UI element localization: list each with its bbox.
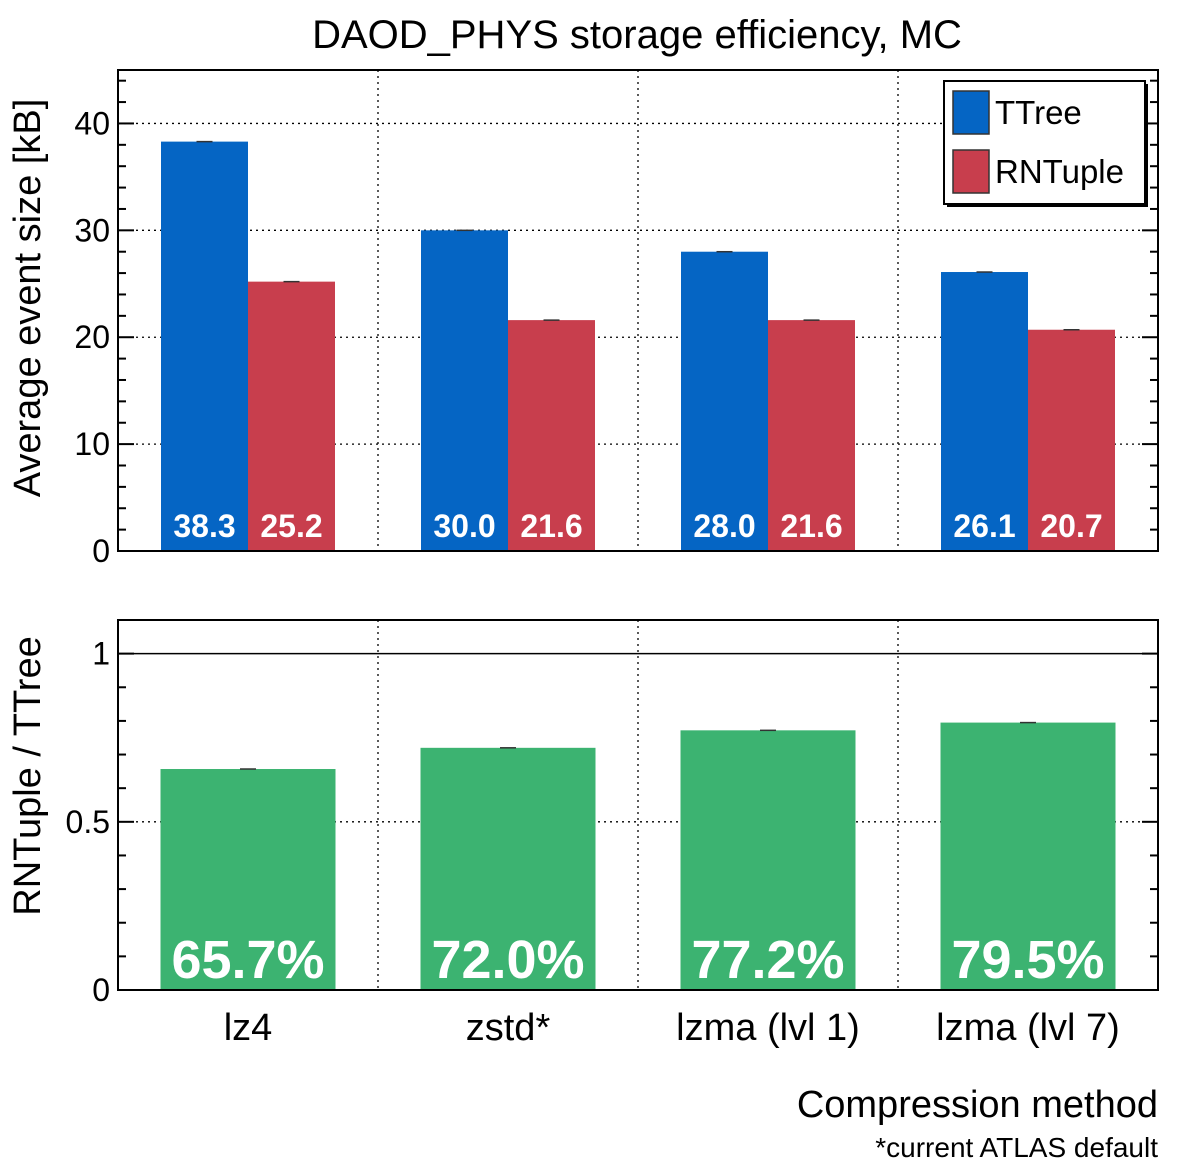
bar-ttree-value-label: 38.3 <box>173 508 235 544</box>
legend-swatch-rntuple <box>952 149 990 194</box>
y-axis-label-bottom: RNTuple / TTree <box>7 636 49 915</box>
bar-ratio <box>680 730 856 990</box>
bar-ttree <box>161 141 248 552</box>
chart-title: DAOD_PHYS storage efficiency, MC <box>312 13 962 57</box>
bar-rntuple-value-label: 21.6 <box>520 508 582 544</box>
bar-rntuple <box>1028 329 1115 551</box>
bar-rntuple <box>508 320 595 551</box>
bar-ttree-value-label: 30.0 <box>433 508 495 544</box>
x-axis-label: Compression method <box>797 1084 1158 1126</box>
y-tick-label: 20 <box>74 319 110 355</box>
bottom-panel: 65.7% 72.0% 77.2% 79.5% 0 0.5 1 lz4 zstd* lzma (l… <box>66 619 1159 1049</box>
y-tick-label: 30 <box>74 212 110 248</box>
bar-ratio-value-label: 72.0% <box>431 930 584 990</box>
bar-rntuple-value-label: 21.6 <box>780 508 842 544</box>
bar-ttree <box>421 230 508 552</box>
bar-ttree-value-label: 28.0 <box>693 508 755 544</box>
bar-ratio-value-label: 77.2% <box>691 930 844 990</box>
y-tick-label: 40 <box>74 105 110 141</box>
bar-ttree-value-label: 26.1 <box>953 508 1015 544</box>
bar-ratio-value-label: 79.5% <box>951 930 1104 990</box>
x-tick-label: lzma (lvl 1) <box>676 1007 860 1049</box>
x-tick-label: lz4 <box>224 1007 273 1049</box>
y-tick-label: 0 <box>92 533 110 569</box>
legend-label-ttree: TTree <box>995 94 1082 131</box>
bar-ratio-value-label: 65.7% <box>171 930 324 990</box>
y-tick-label: 0.5 <box>66 804 110 840</box>
bar-rntuple <box>248 281 335 551</box>
legend-swatch-ttree <box>952 90 990 135</box>
plot-frame-bottom <box>117 619 1159 991</box>
y-axis-label-top: Average event size [kB] <box>7 99 49 498</box>
bar-rntuple-value-label: 20.7 <box>1040 508 1102 544</box>
y-tick-label: 1 <box>92 636 110 672</box>
y-tick-label: 10 <box>74 426 110 462</box>
bar-rntuple <box>768 320 855 551</box>
bar-ttree <box>941 272 1028 551</box>
x-tick-label: zstd* <box>466 1007 551 1049</box>
y-tick-label: 0 <box>92 972 110 1008</box>
bar-ttree <box>681 251 768 551</box>
legend-label-rntuple: RNTuple <box>995 153 1124 190</box>
bar-ratio <box>160 769 336 990</box>
bar-ratio <box>420 747 596 990</box>
x-tick-label: lzma (lvl 7) <box>936 1007 1120 1049</box>
footnote: *current ATLAS default <box>875 1132 1158 1160</box>
bar-ratio <box>940 722 1116 990</box>
bar-rntuple-value-label: 25.2 <box>260 508 322 544</box>
plot-frame-top <box>117 69 1159 552</box>
top-panel: 38.3 25.2 30.0 21.6 28.0 21.6 26.1 20.7 0 10 20 30 4… <box>74 69 1159 569</box>
